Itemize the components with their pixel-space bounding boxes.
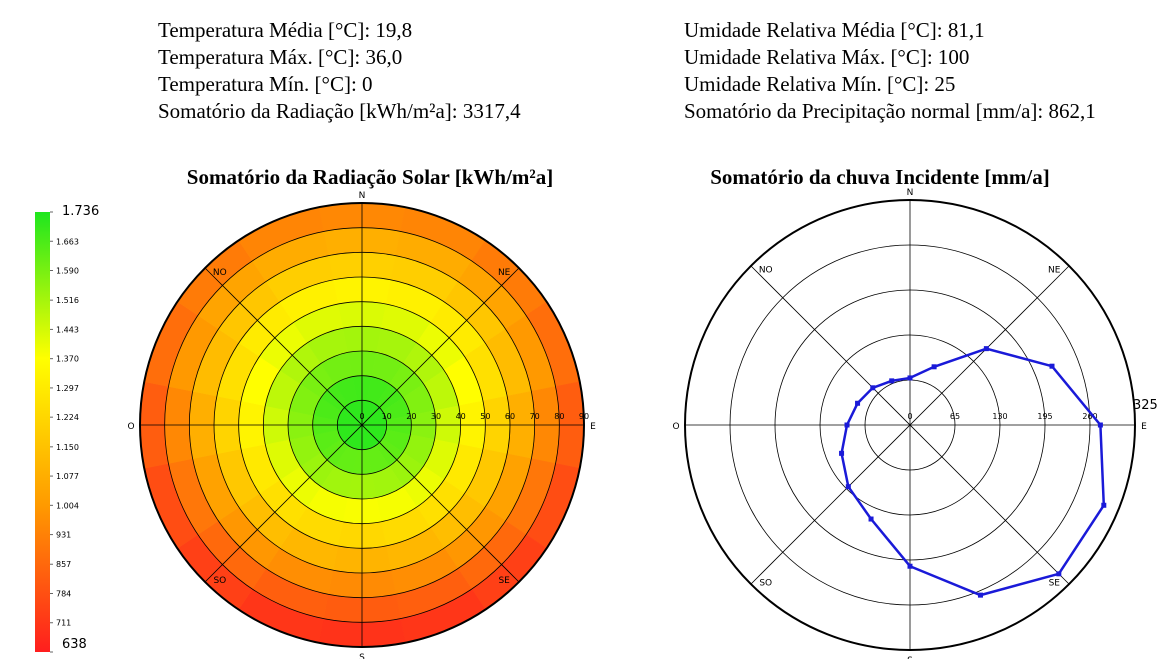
colorbar-label: 1.224: [56, 413, 79, 422]
stat-line: Temperatura Máx. [°C]: 36,0: [158, 45, 402, 69]
direction-label: NO: [759, 266, 773, 276]
direction-label: SO: [213, 576, 226, 586]
direction-label: S: [359, 653, 365, 659]
stat-line: Somatório da Radiação [kWh/m²a]: 3317,4: [158, 99, 521, 123]
direction-label: O: [127, 422, 134, 432]
direction-label: E: [590, 422, 596, 432]
r-tick-label: 195: [1037, 412, 1052, 421]
marker: [1097, 422, 1103, 428]
r-tick-label: 60: [505, 412, 515, 421]
direction-label: E: [1141, 422, 1147, 432]
marker: [1101, 502, 1107, 508]
marker: [931, 364, 937, 370]
marker: [844, 422, 850, 428]
direction-label: O: [672, 422, 679, 432]
colorbar-label: 711: [56, 619, 71, 628]
r-tick-label: 65: [950, 412, 960, 421]
stat-line: Umidade Relativa Máx. [°C]: 100: [684, 45, 969, 69]
direction-label: N: [359, 191, 366, 201]
marker: [839, 450, 845, 456]
marker: [868, 516, 874, 522]
colorbar-label: 1.663: [56, 237, 79, 246]
r-tick-label: 20: [406, 412, 416, 421]
direction-label: NE: [498, 268, 511, 278]
stat-line: Temperatura Média [°C]: 19,8: [158, 18, 412, 42]
direction-label: NO: [213, 268, 227, 278]
chart-title: Somatório da Radiação Solar [kWh/m²a]: [187, 165, 553, 189]
r-tick-label: 325: [1133, 398, 1158, 413]
r-tick-label: 10: [382, 412, 392, 421]
direction-label: SE: [1049, 578, 1061, 588]
r-tick-label: 30: [431, 412, 441, 421]
marker: [1056, 571, 1062, 577]
marker: [870, 385, 876, 391]
colorbar-label: 1.443: [56, 325, 79, 334]
marker: [983, 346, 989, 352]
marker: [907, 375, 913, 381]
direction-label: SO: [759, 578, 772, 588]
colorbar-label: 1.370: [56, 355, 79, 364]
colorbar-label: 1.150: [56, 443, 79, 452]
marker: [845, 484, 851, 490]
stat-line: Umidade Relativa Mín. [°C]: 25: [684, 72, 955, 96]
direction-label: S: [907, 656, 913, 659]
colorbar-label: 1.516: [56, 296, 79, 305]
r-tick-label: 260: [1082, 412, 1097, 421]
direction-label: NE: [1048, 266, 1061, 276]
colorbar-label: 1.004: [56, 501, 79, 510]
marker: [855, 400, 861, 406]
marker: [889, 378, 895, 384]
colorbar-label: 1.297: [56, 384, 79, 393]
colorbar-label: 931: [56, 531, 71, 540]
direction-label: N: [907, 188, 914, 198]
marker: [907, 563, 913, 569]
colorbar-label: 784: [56, 589, 71, 598]
stat-line: Umidade Relativa Média [°C]: 81,1: [684, 18, 985, 42]
colorbar-label: 638: [62, 637, 87, 652]
stat-line: Somatório da Precipitação normal [mm/a]:…: [684, 99, 1096, 123]
colorbar-label: 1.590: [56, 267, 79, 276]
r-tick-label: 50: [480, 412, 490, 421]
colorbar-label: 857: [56, 560, 71, 569]
stat-line: Temperatura Mín. [°C]: 0: [158, 72, 373, 96]
marker: [977, 592, 983, 598]
colorbar-label: 1.077: [56, 472, 79, 481]
spoke: [750, 265, 1070, 585]
r-tick-label: 130: [992, 412, 1007, 421]
r-tick-label: 40: [456, 412, 466, 421]
colorbar: [35, 212, 50, 652]
colorbar-label: 1.736: [62, 204, 99, 219]
spoke: [204, 267, 520, 583]
r-tick-label: 90: [579, 412, 589, 421]
marker: [1049, 363, 1055, 369]
r-tick-label: 80: [554, 412, 564, 421]
r-tick-label: 70: [530, 412, 540, 421]
chart-title: Somatório da chuva Incidente [mm/a]: [710, 165, 1050, 189]
direction-label: SE: [498, 576, 510, 586]
